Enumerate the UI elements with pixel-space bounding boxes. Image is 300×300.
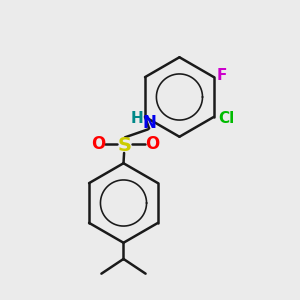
Text: O: O	[91, 135, 105, 153]
Text: Cl: Cl	[218, 111, 234, 126]
Text: S: S	[118, 136, 132, 155]
Text: H: H	[131, 111, 144, 126]
Text: N: N	[142, 115, 156, 133]
Text: F: F	[217, 68, 227, 83]
Text: O: O	[145, 135, 159, 153]
